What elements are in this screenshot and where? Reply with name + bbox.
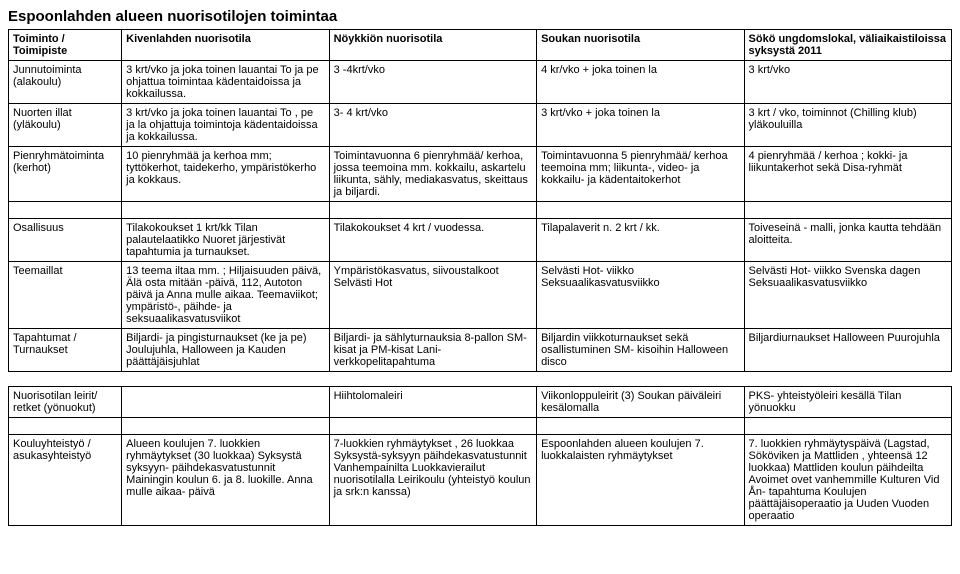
cell: Tilakokoukset 1 krt/kk Tilan palautelaat…: [122, 219, 329, 262]
spacer-row: [9, 418, 952, 435]
cell: Tilapalaverit n. 2 krt / kk.: [537, 219, 744, 262]
cell: 3 krt/vko + joka toinen la: [537, 104, 744, 147]
cell: PKS- yhteistyöleiri kesällä Tilan yönuok…: [744, 387, 951, 418]
row-label: Kouluyhteistyö / asukasyhteistyö: [9, 435, 122, 526]
row-label: Pienryhmätoiminta (kerhot): [9, 147, 122, 202]
table-row: Tapahtumat / Turnaukset Biljardi- ja pin…: [9, 329, 952, 372]
cell: Toimintavuonna 6 pienryhmää/ kerhoa, jos…: [329, 147, 536, 202]
table-row: Teemaillat 13 teema iltaa mm. ; Hiljaisu…: [9, 262, 952, 329]
header-c1: Kivenlahden nuorisotila: [122, 30, 329, 61]
cell: Biljardi- ja pingisturnaukset (ke ja pe)…: [122, 329, 329, 372]
row-label: Nuorten illat (yläkoulu): [9, 104, 122, 147]
cell: Biljardin viikkoturnaukset sekä osallist…: [537, 329, 744, 372]
table-row: Osallisuus Tilakokoukset 1 krt/kk Tilan …: [9, 219, 952, 262]
table-row: Nuorten illat (yläkoulu) 3 krt/vko ja jo…: [9, 104, 952, 147]
cell: 13 teema iltaa mm. ; Hiljaisuuden päivä,…: [122, 262, 329, 329]
row-label: Osallisuus: [9, 219, 122, 262]
cell: Ympäristökasvatus, siivoustalkoot Selväs…: [329, 262, 536, 329]
cell: 7-luokkien ryhmäytykset , 26 luokkaa Syk…: [329, 435, 536, 526]
row-label: Teemaillat: [9, 262, 122, 329]
cell: Tilakokoukset 4 krt / vuodessa.: [329, 219, 536, 262]
cell: Alueen koulujen 7. luokkien ryhmäytykset…: [122, 435, 329, 526]
cell: 10 pienryhmää ja kerhoa mm; tyttökerhot,…: [122, 147, 329, 202]
row-label: Junnutoiminta (alakoulu): [9, 61, 122, 104]
spacer-row: [9, 202, 952, 219]
cell: Viikonloppuleirit (3) Soukan päiväleiri …: [537, 387, 744, 418]
cell: 3 krt / vko, toiminnot (Chilling klub) y…: [744, 104, 951, 147]
cell: Espoonlahden alueen koulujen 7. luokkala…: [537, 435, 744, 526]
header-row: Toiminto / Toimipiste Kivenlahden nuoris…: [9, 30, 952, 61]
table-row: Nuorisotilan leirit/ retket (yönuokut) H…: [9, 387, 952, 418]
cell: 4 pienryhmää / kerhoa ; kokki- ja liikun…: [744, 147, 951, 202]
cell: Biljardiurnaukset Halloween Puurojuhla: [744, 329, 951, 372]
cell: 4 kr/vko + joka toinen la: [537, 61, 744, 104]
header-c2: Nöykkiön nuorisotila: [329, 30, 536, 61]
table-gap: [8, 372, 952, 386]
header-c0: Toiminto / Toimipiste: [9, 30, 122, 61]
cell: Biljardi- ja sählyturnauksia 8-pallon SM…: [329, 329, 536, 372]
page-title: Espoonlahden alueen nuorisotilojen toimi…: [8, 8, 952, 25]
main-table: Toiminto / Toimipiste Kivenlahden nuoris…: [8, 29, 952, 372]
table-row: Junnutoiminta (alakoulu) 3 krt/vko ja jo…: [9, 61, 952, 104]
header-c3: Soukan nuorisotila: [537, 30, 744, 61]
secondary-table: Nuorisotilan leirit/ retket (yönuokut) H…: [8, 386, 952, 526]
cell: 3 krt/vko: [744, 61, 951, 104]
cell: 3 -4krt/vko: [329, 61, 536, 104]
cell: 7. luokkien ryhmäytyspäivä (Lagstad, Sök…: [744, 435, 951, 526]
cell: Toiveseinä - malli, jonka kautta tehdään…: [744, 219, 951, 262]
cell: Toimintavuonna 5 pienryhmää/ kerhoa teem…: [537, 147, 744, 202]
cell: 3 krt/vko ja joka toinen lauantai To ja …: [122, 61, 329, 104]
row-label: Nuorisotilan leirit/ retket (yönuokut): [9, 387, 122, 418]
cell: [122, 387, 329, 418]
table-row: Pienryhmätoiminta (kerhot) 10 pienryhmää…: [9, 147, 952, 202]
cell: Selvästi Hot- viikko Svenska dagen Seksu…: [744, 262, 951, 329]
cell: Hiihtolomaleiri: [329, 387, 536, 418]
cell: Selvästi Hot- viikko Seksuaalikasvatusvi…: [537, 262, 744, 329]
row-label: Tapahtumat / Turnaukset: [9, 329, 122, 372]
table-row: Kouluyhteistyö / asukasyhteistyö Alueen …: [9, 435, 952, 526]
cell: 3- 4 krt/vko: [329, 104, 536, 147]
cell: 3 krt/vko ja joka toinen lauantai To , p…: [122, 104, 329, 147]
header-c4: Sökö ungdomslokal, väliaikaistiloissa sy…: [744, 30, 951, 61]
